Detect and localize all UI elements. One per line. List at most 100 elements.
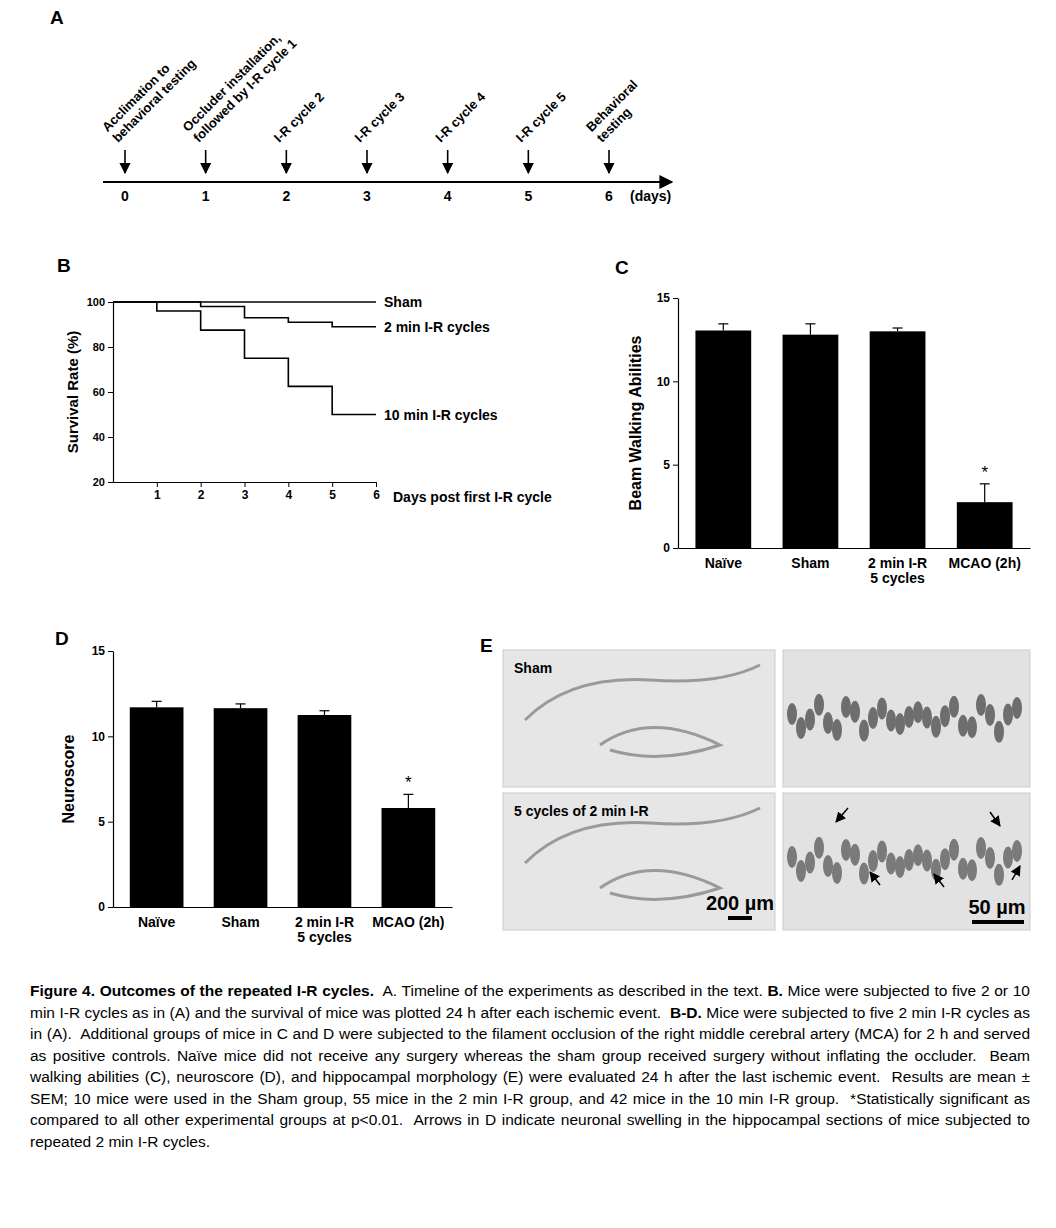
tick-label: 6 — [373, 488, 380, 502]
neuron — [967, 859, 977, 881]
tick-mark — [108, 736, 113, 737]
bar — [382, 808, 436, 907]
panel-label: A — [50, 7, 64, 28]
panel-label: E — [480, 635, 493, 656]
tick: 15 — [92, 644, 113, 658]
axis: NaïveSham2 min I-R5 cyclesMCAO (2h) — [114, 908, 453, 946]
neuron — [841, 839, 851, 861]
event-label: Acclimation tobehavioral testing — [99, 45, 199, 145]
tick: 5 — [663, 458, 678, 472]
tick-mark — [108, 822, 113, 823]
error-stem — [156, 701, 157, 707]
error-cap — [152, 701, 162, 702]
swelling-arrow — [934, 874, 944, 887]
tick: 0 — [98, 900, 113, 914]
tick: 10 — [92, 730, 113, 744]
neuron — [985, 704, 995, 726]
day-label: 1 — [202, 188, 210, 204]
neuron — [823, 855, 833, 877]
micrograph-detail — [783, 793, 1030, 930]
error-stem — [810, 324, 811, 335]
event-arrow — [366, 150, 368, 173]
tick: 100 — [87, 296, 113, 308]
series-label: 10 min I-R cycles — [384, 407, 498, 423]
neuron — [967, 716, 977, 738]
neuron — [832, 719, 842, 741]
tick-label: Naïve — [705, 555, 743, 571]
tick-label-line: Naïve — [705, 555, 743, 571]
neuron — [940, 705, 950, 727]
error-stem — [723, 324, 724, 331]
error-bar — [893, 328, 903, 331]
neuron-layer — [787, 694, 1022, 743]
panel-label: C — [615, 257, 629, 278]
axis-line — [114, 907, 453, 908]
neuron — [886, 710, 896, 732]
plot-area — [130, 701, 435, 907]
neuron — [913, 844, 923, 866]
event-arrow — [608, 150, 610, 173]
neuron — [787, 703, 797, 725]
tick-label: 5 — [329, 488, 336, 502]
tick-label: MCAO (2h) — [372, 914, 444, 930]
tick-label: 2 — [198, 488, 205, 502]
error-bar — [403, 794, 413, 808]
bar — [870, 331, 926, 548]
row-label: Sham — [514, 660, 552, 676]
hippocampus-band — [525, 665, 760, 720]
panel-label: B — [57, 255, 71, 276]
neuron — [814, 837, 824, 859]
event-label: I-R cycle 4 — [432, 88, 489, 145]
neuron — [985, 847, 995, 869]
event-arrow — [205, 150, 207, 173]
tick: 3 — [242, 482, 249, 502]
event-arrow — [528, 150, 530, 173]
neuron — [886, 853, 896, 875]
tick: 60 — [93, 386, 113, 398]
y-axis-title: Beam Walking Abilities — [627, 335, 644, 510]
tick-mark — [673, 465, 678, 466]
tick-label-line: Naïve — [138, 914, 176, 930]
tick-mark — [673, 548, 678, 549]
neuron — [877, 697, 887, 719]
scale-bar-label: 50 µm — [968, 896, 1025, 918]
event-label-line: I-R cycle 5 — [513, 89, 569, 145]
tick-label: 15 — [92, 644, 106, 658]
tick-mark — [108, 482, 113, 483]
tick: 0 — [663, 541, 678, 555]
tick: Sham — [221, 914, 259, 930]
dentate-band — [600, 728, 720, 757]
neuron — [1012, 697, 1022, 719]
bar — [783, 335, 839, 548]
chart-c: *051015NaïveSham2 min I-R5 cyclesMCAO (2… — [627, 291, 1031, 586]
error-stem — [324, 711, 325, 715]
neuron — [994, 864, 1004, 886]
series-label: 2 min I-R cycles — [384, 319, 490, 335]
tick: 2 — [198, 482, 205, 502]
bar — [695, 331, 751, 549]
tick-mark — [108, 651, 113, 652]
tick: 4 — [285, 482, 292, 502]
neuron — [859, 863, 869, 885]
day-label: 2 — [282, 188, 290, 204]
neuron — [832, 862, 842, 884]
tick-label: 3 — [242, 488, 249, 502]
axis: 051015 — [92, 644, 114, 914]
neuron — [895, 856, 905, 878]
neuron — [868, 850, 878, 872]
x-axis-title: Days post first I-R cycle — [393, 489, 552, 505]
error-cap — [805, 323, 815, 324]
tick-mark — [332, 482, 333, 487]
day-label: 6 — [605, 188, 613, 204]
swelling-arrow — [870, 872, 880, 885]
caption-bold: B. — [767, 982, 783, 999]
neuron — [994, 721, 1004, 743]
tick-label: 100 — [87, 296, 105, 308]
tick: 5 — [329, 482, 336, 502]
tick-mark — [245, 482, 246, 487]
axis-label: (days) — [630, 188, 671, 204]
neuron — [958, 715, 968, 737]
error-cap — [319, 710, 329, 711]
axis-line — [678, 299, 679, 549]
tick: 1 — [154, 482, 161, 502]
